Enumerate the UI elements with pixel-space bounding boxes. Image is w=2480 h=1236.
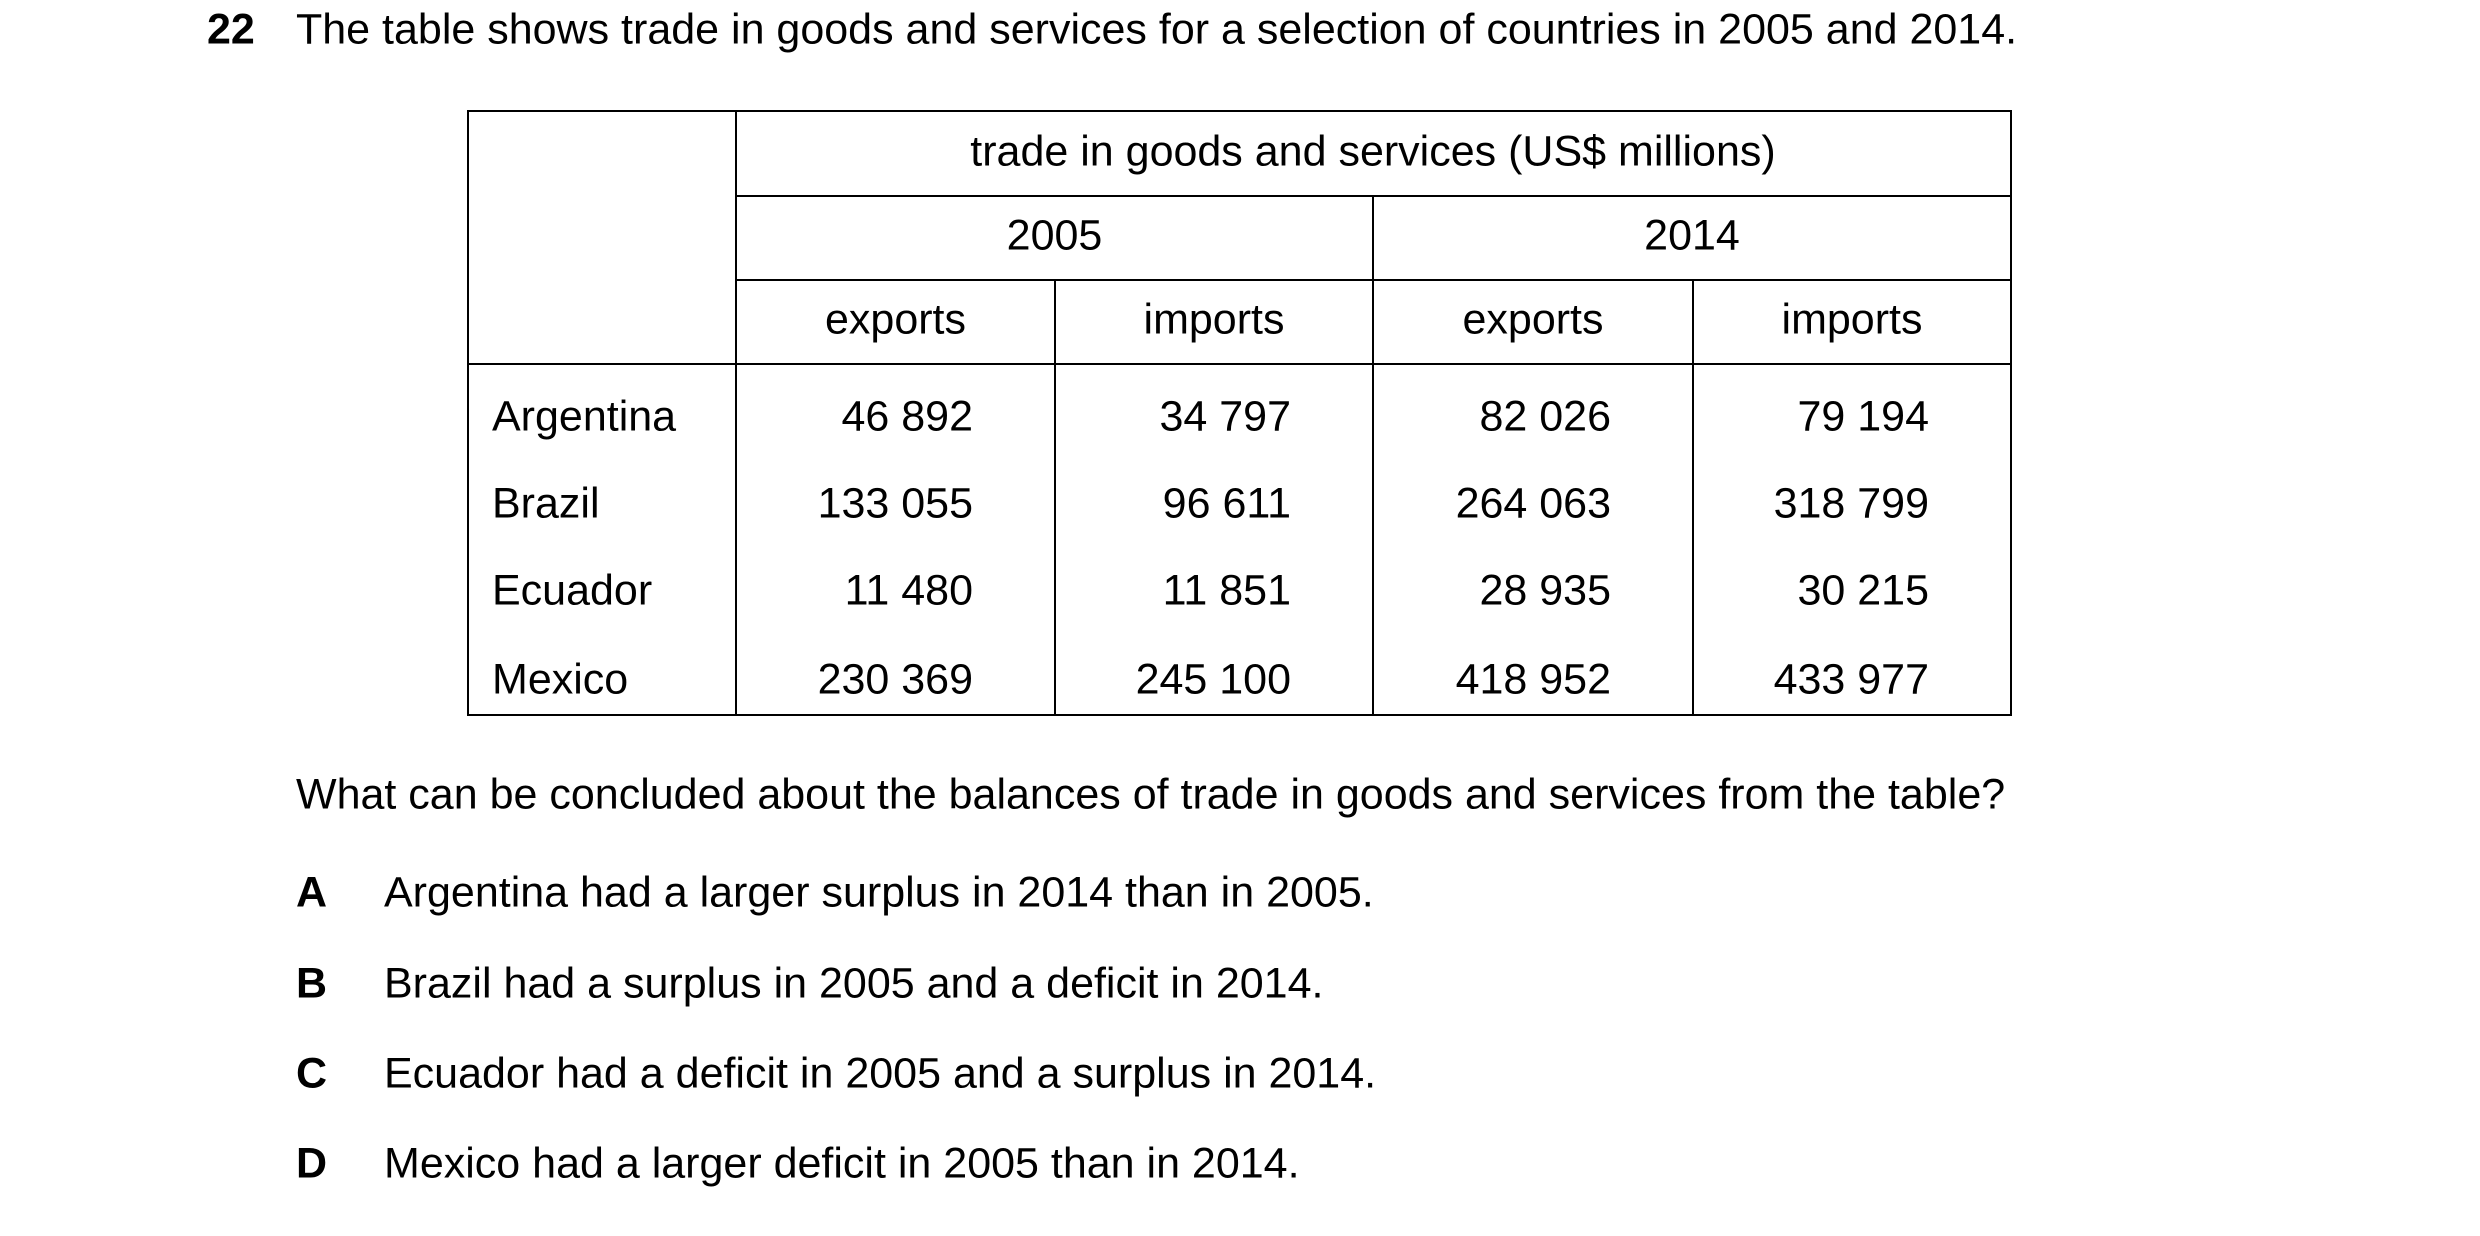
cell-value: 318 799 xyxy=(1774,479,1929,527)
cell-value: 46 892 xyxy=(841,392,973,440)
column-header: imports xyxy=(1144,295,1285,343)
question-stem: The table shows trade in goods and servi… xyxy=(296,5,2017,53)
column-header: exports xyxy=(825,295,966,343)
cell-value: 79 194 xyxy=(1797,392,1929,440)
option-letter: D xyxy=(296,1139,327,1187)
country-label: Argentina xyxy=(492,392,676,440)
country-label: Ecuador xyxy=(492,566,652,614)
column-header: exports xyxy=(1462,295,1603,343)
cell-value: 418 952 xyxy=(1456,655,1611,703)
cell-value: 433 977 xyxy=(1774,655,1929,703)
table-header: trade in goods and services (US$ million… xyxy=(970,127,1775,175)
cell-value: 133 055 xyxy=(818,479,973,527)
year-header: 2005 xyxy=(1007,211,1103,259)
cell-value: 245 100 xyxy=(1136,655,1291,703)
option-text: Ecuador had a deficit in 2005 and a surp… xyxy=(384,1049,1376,1097)
question-number: 22 xyxy=(207,5,255,53)
question-prompt: What can be concluded about the balances… xyxy=(296,770,2005,818)
table-frame xyxy=(467,110,2012,716)
option-text: Brazil had a surplus in 2005 and a defic… xyxy=(384,959,1323,1007)
option-letter: A xyxy=(296,868,327,916)
cell-value: 96 611 xyxy=(1163,479,1291,527)
option-letter: B xyxy=(296,959,327,1007)
cell-value: 11 480 xyxy=(845,566,973,614)
cell-value: 230 369 xyxy=(818,655,973,703)
cell-value: 82 026 xyxy=(1479,392,1611,440)
cell-value: 11 851 xyxy=(1163,566,1291,614)
year-header: 2014 xyxy=(1644,211,1740,259)
option-letter: C xyxy=(296,1049,327,1097)
cell-value: 28 935 xyxy=(1479,566,1611,614)
cell-value: 264 063 xyxy=(1456,479,1611,527)
option-text: Argentina had a larger surplus in 2014 t… xyxy=(384,868,1374,916)
option-text: Mexico had a larger deficit in 2005 than… xyxy=(384,1139,1300,1187)
cell-value: 30 215 xyxy=(1797,566,1929,614)
country-label: Mexico xyxy=(492,655,628,703)
cell-value: 34 797 xyxy=(1159,392,1291,440)
column-header: imports xyxy=(1782,295,1923,343)
country-label: Brazil xyxy=(492,479,600,527)
